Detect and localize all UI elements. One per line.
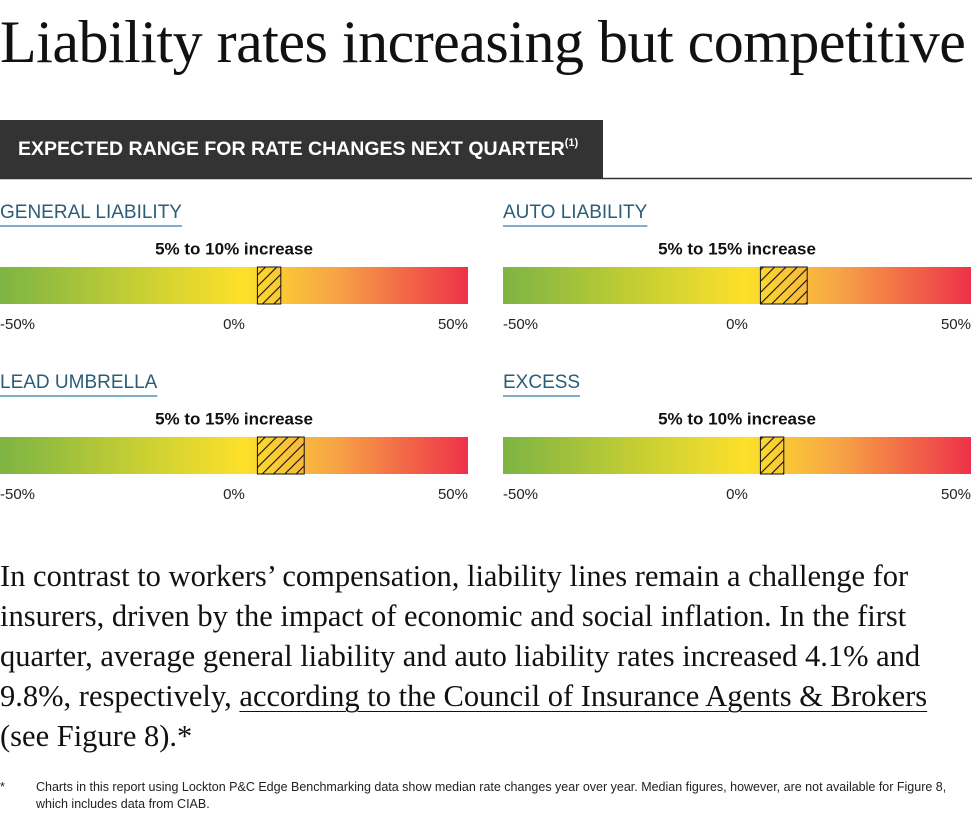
- range-annotation: 5% to 10% increase: [658, 409, 816, 428]
- x-tick-label: -50%: [503, 486, 538, 503]
- footnote: * Charts in this report using Lockton P&C…: [0, 779, 972, 813]
- chart-title: GENERAL LIABILITY: [0, 202, 182, 223]
- body-before: In contrast to workers’ compensation, li…: [0, 559, 921, 713]
- x-tick-label: -50%: [0, 486, 35, 503]
- range-annotation: 5% to 15% increase: [155, 409, 313, 428]
- header-note: (1): [565, 137, 579, 149]
- page-title: Liability rates increasing but competiti…: [0, 9, 966, 75]
- body-text: In contrast to workers’ compensation, li…: [0, 556, 972, 756]
- range-annotation: 5% to 15% increase: [658, 239, 816, 258]
- x-tick-label: 50%: [438, 486, 468, 503]
- chart-title: EXCESS: [503, 372, 580, 393]
- x-tick-label: 0%: [726, 486, 748, 503]
- range-band: [759, 266, 808, 305]
- x-tick-label: 50%: [941, 316, 971, 333]
- range-annotation: 5% to 10% increase: [155, 239, 313, 258]
- x-tick-label: -50%: [503, 316, 538, 333]
- x-tick-label: 0%: [223, 316, 245, 333]
- header-bar: [0, 120, 603, 178]
- gradient-bar: [0, 267, 468, 304]
- range-band: [256, 436, 305, 475]
- range-band: [759, 436, 785, 475]
- gradient-bar: [503, 267, 971, 304]
- body-after: (see Figure 8).*: [0, 719, 193, 753]
- header-text: EXPECTED RANGE FOR RATE CHANGES NEXT QUA…: [18, 137, 579, 160]
- chart-title: AUTO LIABILITY: [503, 202, 648, 223]
- x-tick-label: -50%: [0, 316, 35, 333]
- charts: EXPECTED RANGE FOR RATE CHANGES NEXT QUA…: [0, 120, 972, 503]
- x-tick-label: 50%: [438, 316, 468, 333]
- body-link[interactable]: according to the Council of Insurance Ag…: [239, 679, 928, 713]
- gradient-bar: [0, 437, 468, 474]
- chart-title: LEAD UMBRELLA: [0, 372, 158, 393]
- footnote-mark: *: [0, 780, 5, 794]
- range-band: [256, 266, 282, 305]
- x-tick-label: 50%: [941, 486, 971, 503]
- x-tick-label: 0%: [726, 316, 748, 333]
- gradient-bar: [503, 437, 971, 474]
- x-tick-label: 0%: [223, 486, 245, 503]
- header-label: EXPECTED RANGE FOR RATE CHANGES NEXT QUA…: [18, 138, 565, 160]
- footnote-text: Charts in this report using Lockton P&C …: [36, 780, 947, 811]
